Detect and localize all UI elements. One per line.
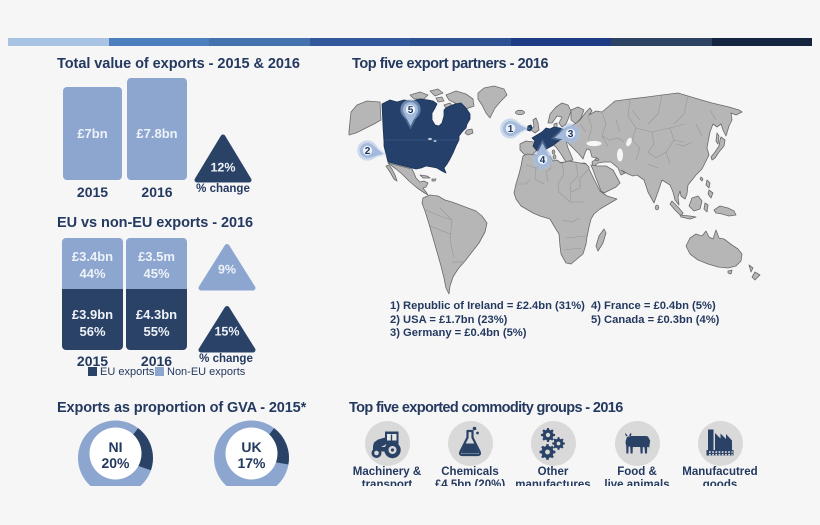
svg-text:UK: UK — [241, 439, 261, 455]
svg-text:1: 1 — [508, 124, 514, 135]
svg-text:20%: 20% — [101, 455, 130, 471]
svg-text:5: 5 — [408, 105, 414, 116]
svg-text:12%: 12% — [210, 160, 235, 174]
svg-text:9%: 9% — [217, 262, 235, 276]
svg-text:4: 4 — [540, 155, 546, 166]
svg-text:17%: 17% — [237, 455, 266, 471]
svg-text:2: 2 — [365, 146, 371, 157]
svg-text:15%: 15% — [214, 325, 239, 339]
svg-text:NI: NI — [109, 439, 123, 455]
svg-text:3: 3 — [568, 129, 574, 140]
